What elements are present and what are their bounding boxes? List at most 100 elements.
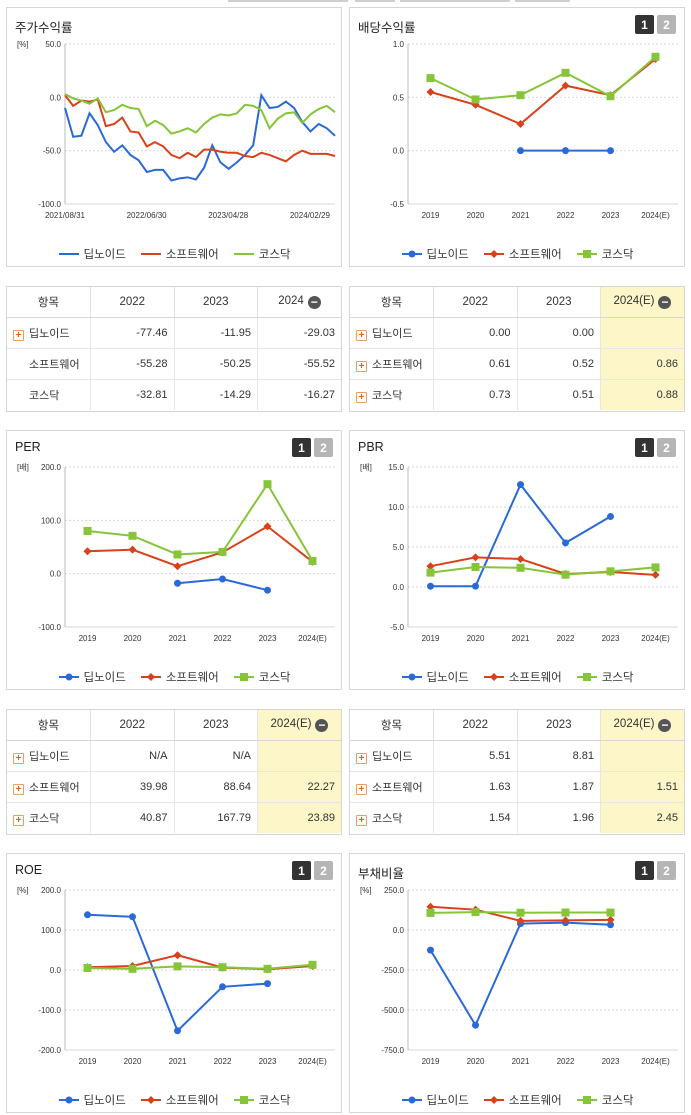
x-tick-label: 2022 — [557, 211, 575, 220]
expand-plus-icon[interactable]: + — [13, 752, 24, 764]
soft-data-point — [426, 562, 435, 571]
x-tick-label: 2019 — [79, 634, 97, 643]
x-tick-label: 2022/06/30 — [127, 211, 168, 220]
tab-2-button[interactable]: 2 — [657, 15, 676, 34]
legend-swatch — [233, 1096, 254, 1104]
legend-item-deep[interactable]: 딥노이드 — [58, 246, 126, 262]
y-tick-label: 0.0 — [50, 966, 62, 975]
legend-swatch — [58, 253, 79, 255]
legend-swatch — [58, 673, 79, 681]
kosdaq-data-point — [128, 531, 137, 540]
x-tick-label: 2023 — [602, 1057, 620, 1066]
kosdaq-data-point — [516, 563, 525, 572]
x-tick-label: 2020 — [124, 634, 142, 643]
table-row: 소프트웨어 -55.28 -50.25 -55.52 — [7, 348, 341, 380]
collapse-minus-icon[interactable]: − — [658, 718, 672, 732]
legend-item-soft[interactable]: 소프트웨어 — [140, 669, 219, 685]
table-cell: -11.95 — [174, 317, 258, 349]
legend-item-kosdaq[interactable]: 코스닥 — [233, 246, 290, 262]
expand-plus-icon[interactable]: + — [356, 783, 367, 795]
row-name-cell: + 코스닥 — [350, 802, 434, 833]
expand-plus-icon[interactable]: + — [13, 814, 24, 826]
legend-swatch — [233, 673, 254, 681]
chart-legend: 딥노이드 소프트웨어 코스닥 — [7, 1092, 341, 1108]
tab-1-button[interactable]: 1 — [635, 438, 654, 457]
legend-item-deep[interactable]: 딥노이드 — [58, 669, 126, 685]
kosdaq-data-point — [561, 908, 570, 917]
kosdaq-data-point — [471, 908, 480, 917]
y-tick-label: -5.0 — [390, 623, 404, 632]
legend-item-kosdaq[interactable]: 코스닥 — [233, 669, 290, 685]
table-cell: 0.73 — [433, 379, 518, 410]
legend-item-soft[interactable]: 소프트웨어 — [483, 669, 562, 685]
legend-label: 코스닥 — [258, 1095, 291, 1107]
expand-plus-icon[interactable]: + — [356, 814, 367, 826]
soft-data-point — [128, 545, 137, 554]
tab-1-button[interactable]: 1 — [635, 15, 654, 34]
tab-1-button[interactable]: 1 — [292, 438, 311, 457]
legend-swatch — [140, 673, 161, 681]
stock-return-table: 항목 2022 2023 2024− + 딥노이드 -77.46 -11.95 -29.03 소프… — [7, 287, 341, 410]
panel-title: 주가수익률 — [15, 21, 73, 35]
row-name-label: 딥노이드 — [29, 327, 70, 340]
unit-label: [배] — [17, 463, 29, 472]
row-name-cell: 코스닥 — [7, 379, 91, 410]
tab-2-button[interactable]: 2 — [314, 861, 333, 880]
table-cell: N/A — [174, 740, 258, 772]
x-tick-label: 2021 — [169, 1057, 187, 1066]
collapse-minus-icon[interactable]: − — [315, 718, 329, 732]
table-cell: -50.25 — [174, 348, 258, 380]
expand-plus-icon — [13, 389, 24, 400]
panel-title: PER — [15, 440, 41, 454]
expand-plus-icon[interactable]: + — [356, 752, 367, 764]
legend-label: 딥노이드 — [426, 672, 469, 684]
dividend-table: 항목 2022 2023 2024(E) − + 딥노이드 0.00 0.00 + 소프트웨어 0.6… — [350, 287, 684, 410]
stock-return-panel: 주가수익률 [%] 50.0 0.0 -50.0 -100.0 2021/08/31 202… — [6, 7, 342, 267]
legend-swatch — [401, 673, 422, 681]
expand-plus-icon[interactable]: + — [13, 783, 24, 795]
debt-ratio-panel: 부채비율 1 2 [%] 250.0 0.0 -250.0 -500.0 -750.0 20… — [349, 853, 685, 1113]
legend-item-soft[interactable]: 소프트웨어 — [483, 1092, 562, 1108]
expand-plus-icon[interactable]: + — [356, 329, 367, 341]
table-cell: 23.89 — [257, 802, 341, 833]
expand-plus-icon[interactable]: + — [13, 329, 24, 341]
legend-item-kosdaq[interactable]: 코스닥 — [576, 246, 633, 262]
table-cell: -29.03 — [257, 317, 341, 349]
debt-ratio-chart: [%] 250.0 0.0 -250.0 -500.0 -750.0 2019 2020 202… — [360, 886, 678, 1066]
tab-1-button[interactable]: 1 — [635, 861, 654, 880]
row-name-cell: 소프트웨어 — [7, 348, 91, 380]
tab-2-button[interactable]: 2 — [657, 861, 676, 880]
kosdaq-data-point — [426, 908, 435, 917]
kosdaq-data-point — [606, 908, 615, 917]
y-tick-label: -500.0 — [381, 1006, 404, 1015]
collapse-minus-icon[interactable]: − — [658, 295, 672, 309]
row-name-cell: + 소프트웨어 — [350, 348, 434, 380]
legend-item-soft[interactable]: 소프트웨어 — [140, 246, 219, 262]
collapse-minus-icon[interactable]: − — [307, 295, 321, 309]
tab-2-button[interactable]: 2 — [657, 438, 676, 457]
deep-data-point — [219, 983, 226, 991]
legend-item-soft[interactable]: 소프트웨어 — [483, 246, 562, 262]
legend-item-deep[interactable]: 딥노이드 — [401, 1092, 469, 1108]
kosdaq-series-line — [430, 565, 656, 576]
table-row: + 소프트웨어 0.61 0.52 0.86 — [350, 348, 684, 380]
legend-item-kosdaq[interactable]: 코스닥 — [576, 1092, 633, 1108]
row-name-label: 코스닥 — [372, 389, 403, 402]
table-cell: -32.81 — [90, 379, 175, 410]
legend-item-deep[interactable]: 딥노이드 — [401, 669, 469, 685]
tab-1-button[interactable]: 1 — [292, 861, 311, 880]
stock-return-chart: [%] 50.0 0.0 -50.0 -100.0 2021/08/31 2022/06/3… — [17, 40, 336, 220]
expand-plus-icon[interactable]: + — [356, 391, 367, 403]
legend-item-kosdaq[interactable]: 코스닥 — [576, 669, 633, 685]
legend-item-deep[interactable]: 딥노이드 — [58, 1092, 126, 1108]
kosdaq-data-point — [561, 68, 570, 77]
table-cell: -16.27 — [303, 388, 335, 401]
table-cell: N/A — [90, 740, 175, 772]
unit-label: [배] — [360, 463, 372, 472]
legend-label: 딥노이드 — [83, 1095, 126, 1107]
tab-2-button[interactable]: 2 — [314, 438, 333, 457]
legend-item-kosdaq[interactable]: 코스닥 — [233, 1092, 291, 1108]
legend-item-soft[interactable]: 소프트웨어 — [140, 1092, 219, 1108]
legend-item-deep[interactable]: 딥노이드 — [401, 246, 469, 262]
expand-plus-icon[interactable]: + — [356, 360, 367, 372]
